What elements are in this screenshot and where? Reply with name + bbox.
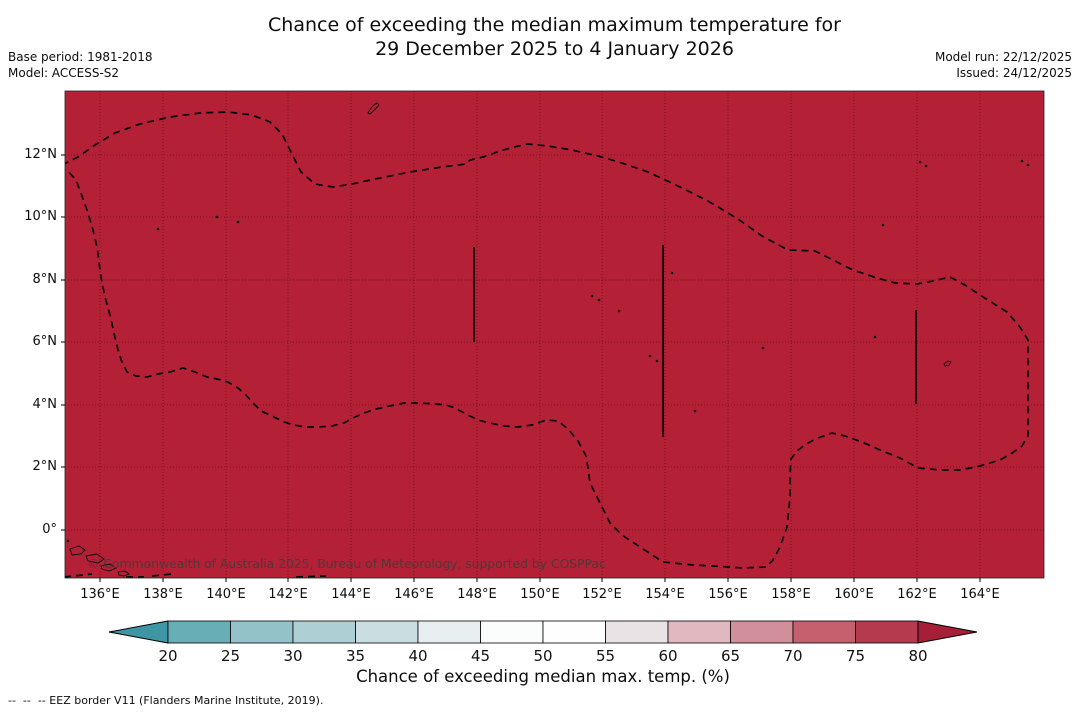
model-run-label: Model run: 22/12/2025 (934, 50, 1072, 64)
eez-border (65, 111, 1029, 578)
island-dots (66, 159, 1030, 543)
colorbar-segment (167, 620, 231, 644)
y-tick-label: 4°N (32, 397, 58, 412)
y-tick-label: 0° (42, 522, 57, 537)
x-tick-label: 156°E (708, 587, 748, 602)
colorbar-left-arrow (108, 620, 169, 644)
colorbar-label: Chance of exceeding median max. temp. (%… (356, 667, 730, 686)
axis-ticks (61, 154, 981, 582)
x-tick-label: 150°E (520, 587, 560, 602)
colorbar-tick-label: 50 (533, 647, 552, 665)
colorbar-tick-label: 75 (846, 647, 865, 665)
x-tick-label: 154°E (645, 587, 685, 602)
colorbar-tick-label: 25 (221, 647, 240, 665)
model-label: Model: ACCESS-S2 (8, 66, 120, 80)
colorbar-tick-label: 80 (908, 647, 927, 665)
colorbar-tick-label: 30 (283, 647, 302, 665)
island-outlines (69, 102, 952, 577)
map-attribution: © Commonwealth of Australia 2025, Bureau… (87, 556, 606, 571)
colorbar-right-arrow (917, 620, 978, 644)
y-tick-label: 10°N (24, 209, 57, 224)
colorbar-tick-label: 55 (596, 647, 615, 665)
chart-title-line2: 29 December 2025 to 4 January 2026 (375, 38, 734, 60)
colorbar-segment (730, 620, 794, 644)
colorbar-segment (480, 620, 544, 644)
x-tick-label: 160°E (834, 587, 874, 602)
x-tick-label: 162°E (897, 587, 937, 602)
colorbar-tick-label: 20 (158, 647, 177, 665)
colorbar-segment (855, 620, 919, 644)
colorbar-tick-label: 60 (658, 647, 677, 665)
x-tick-label: 146°E (394, 587, 434, 602)
colorbar-segment (417, 620, 481, 644)
x-tick-label: 164°E (960, 587, 1000, 602)
y-tick-label: 6°N (32, 334, 58, 349)
colorbar-segment (792, 620, 856, 644)
colorbar-segment (542, 620, 606, 644)
colorbar-tick-label: 70 (783, 647, 802, 665)
colorbar: 20 25 30 35 40 45 50 55 60 65 70 75 80 (108, 620, 978, 665)
map-fill (65, 91, 1044, 578)
colorbar-tick-label: 65 (721, 647, 740, 665)
x-tick-label: 158°E (771, 587, 811, 602)
x-tick-label: 148°E (457, 587, 497, 602)
x-tick-label: 144°E (331, 587, 371, 602)
colorbar-tick-label: 35 (346, 647, 365, 665)
colorbar-tick-label: 45 (471, 647, 490, 665)
map-frame (64, 90, 1045, 579)
x-tick-label: 140°E (206, 587, 246, 602)
map-area (65, 91, 1044, 578)
y-tick-label: 2°N (32, 459, 58, 474)
x-tick-label: 152°E (582, 587, 622, 602)
y-tick-label: 12°N (24, 147, 57, 162)
colorbar-tick-label: 40 (408, 647, 427, 665)
issued-label: Issued: 24/12/2025 (956, 66, 1072, 80)
colorbar-segment (230, 620, 294, 644)
colorbar-segment (292, 620, 356, 644)
eez-meridian-lines (473, 245, 917, 437)
base-period-label: Base period: 1981-2018 (8, 50, 153, 64)
chart-title-line1: Chance of exceeding the median maximum t… (268, 14, 841, 36)
colorbar-segment (605, 620, 669, 644)
y-tick-label: 8°N (32, 272, 58, 287)
eez-footnote: -- -- -- EEZ border V11 (Flanders Marine… (8, 694, 324, 707)
x-tick-label: 136°E (80, 587, 120, 602)
colorbar-segment (355, 620, 419, 644)
x-tick-label: 142°E (268, 587, 308, 602)
x-tick-label: 138°E (143, 587, 183, 602)
colorbar-segment (667, 620, 731, 644)
